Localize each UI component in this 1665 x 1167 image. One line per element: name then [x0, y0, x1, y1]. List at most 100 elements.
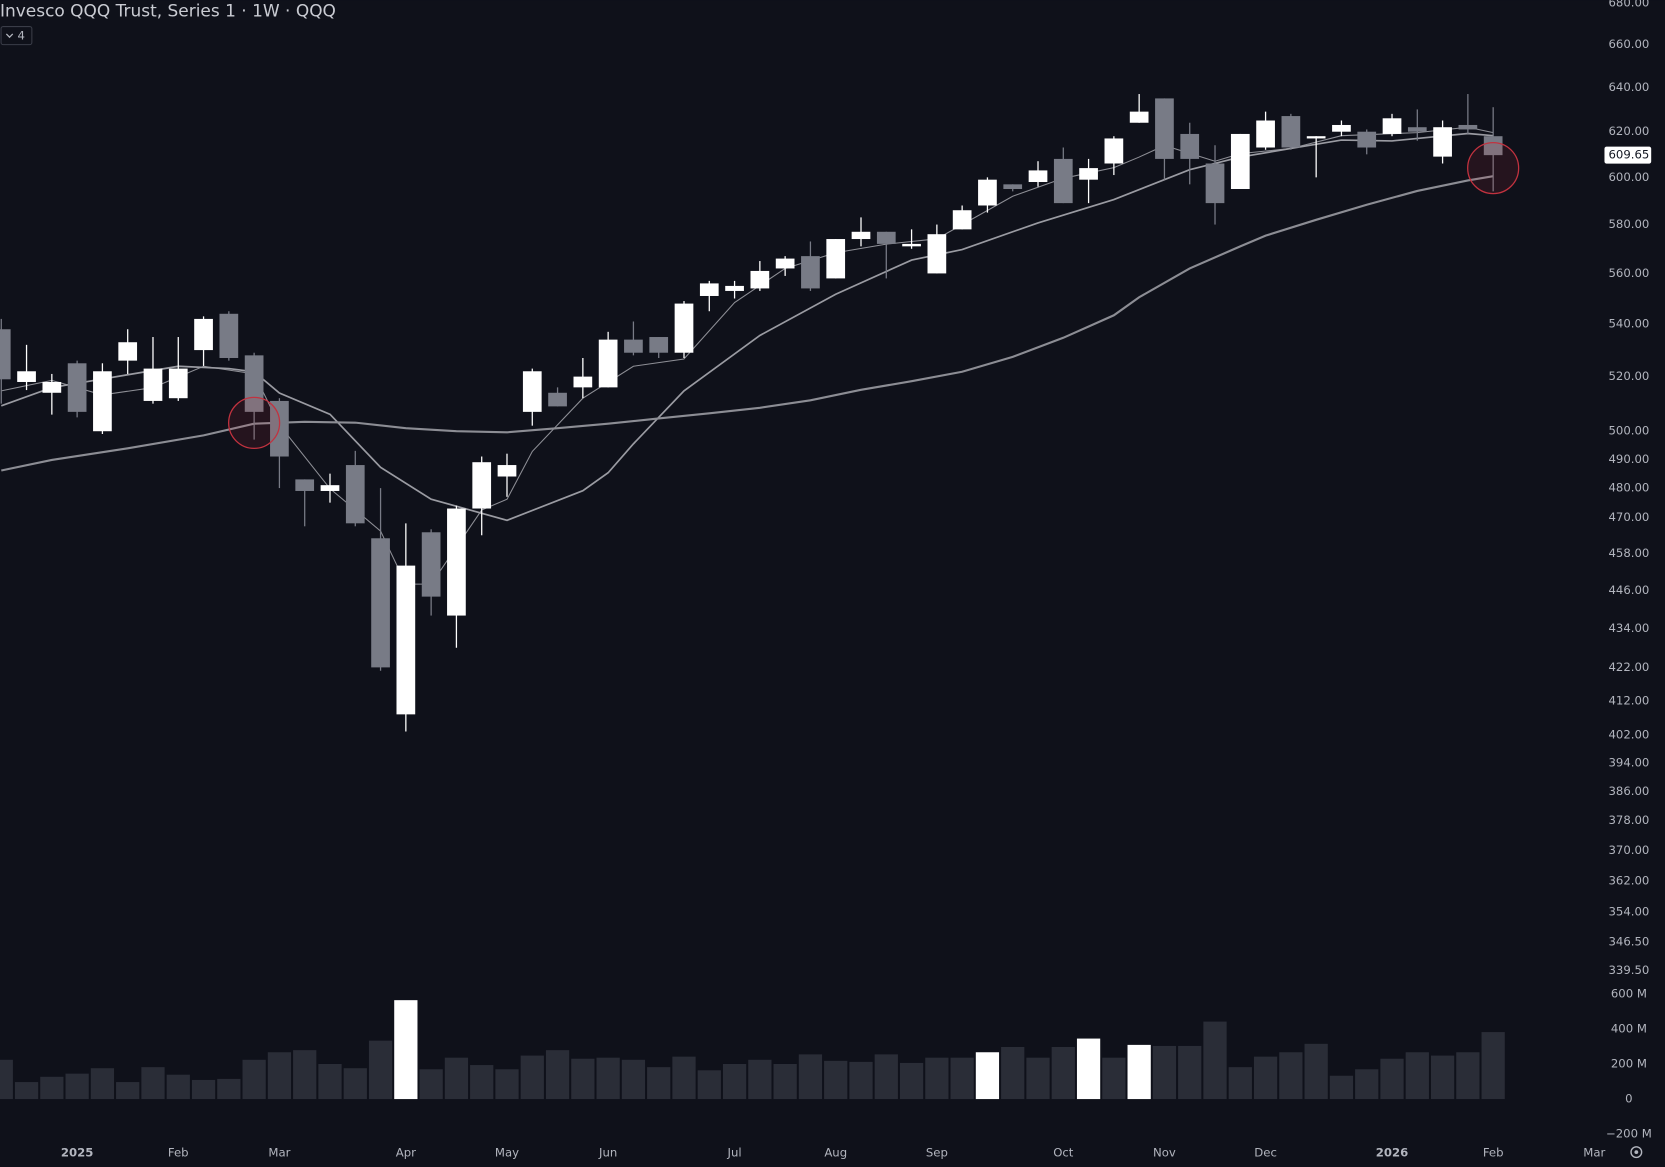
candle-body	[1028, 170, 1048, 183]
volume-bar	[1203, 1021, 1227, 1100]
volume-bar	[798, 1054, 823, 1100]
candle-body	[345, 465, 365, 524]
candle-body	[674, 303, 694, 353]
candle-body	[952, 210, 972, 230]
candle-body	[548, 392, 567, 407]
volume-bar	[1026, 1057, 1050, 1100]
candle-body	[447, 508, 466, 616]
candle-body	[1433, 127, 1452, 157]
y-tick-label: 412.00	[1608, 693, 1649, 707]
candle-body	[1129, 111, 1149, 123]
y-tick-label: 370.00	[1608, 843, 1649, 857]
y-tick-label: 500.00	[1608, 424, 1649, 438]
volume-bar	[419, 1069, 443, 1100]
settings-button[interactable]	[1630, 1146, 1643, 1159]
candle-body	[0, 329, 11, 380]
x-tick-label: Jul	[727, 1146, 742, 1160]
volume-bar	[950, 1057, 974, 1100]
volume-bar	[1279, 1052, 1303, 1100]
volume-bar	[1127, 1044, 1151, 1100]
y-tick-label: 394.00	[1608, 755, 1649, 769]
candle-body	[801, 256, 820, 289]
last-price-box	[1604, 146, 1652, 164]
volume-bar	[343, 1068, 367, 1100]
candle-body	[497, 465, 517, 477]
volume-bar	[697, 1070, 721, 1100]
candle-body	[725, 285, 744, 291]
volume-bar	[65, 1073, 89, 1100]
candle-body	[1079, 168, 1098, 180]
x-tick-label: 2025	[61, 1146, 94, 1160]
x-tick-label: May	[495, 1146, 519, 1160]
candle-body	[1104, 138, 1124, 164]
volume-tick-label: 0	[1625, 1092, 1632, 1106]
volume-bar	[1304, 1043, 1328, 1100]
volume-bar	[444, 1057, 469, 1100]
volume-bar	[1355, 1069, 1379, 1100]
candle-body	[143, 368, 163, 401]
volume-bar	[90, 1068, 115, 1100]
x-tick-label: 2026	[1376, 1146, 1408, 1160]
candle-body	[978, 179, 997, 206]
volume-bar	[1430, 1055, 1455, 1100]
volume-bar	[1178, 1045, 1202, 1100]
volume-tick-label: 400 M	[1611, 1021, 1647, 1035]
candle-body	[1281, 116, 1301, 148]
x-tick-label: Nov	[1153, 1146, 1176, 1160]
y-tick-label: 402.00	[1608, 727, 1649, 741]
x-tick-label: Mar	[1583, 1146, 1605, 1160]
chevron-icon[interactable]	[5, 33, 14, 39]
y-tick-label: 422.00	[1608, 660, 1649, 674]
volume-bar	[318, 1063, 342, 1100]
volume-bar	[1152, 1045, 1177, 1100]
volume-bar	[596, 1057, 620, 1100]
y-tick-label: 520.00	[1608, 369, 1649, 383]
candle-body	[598, 339, 618, 388]
settings-icon-dot[interactable]	[1634, 1150, 1639, 1155]
volume-bar	[242, 1059, 266, 1100]
volume-bar	[647, 1067, 671, 1100]
candle-body	[1382, 118, 1402, 134]
volume-bar	[141, 1067, 165, 1100]
y-tick-label: 362.00	[1608, 873, 1649, 887]
candle-body	[295, 479, 315, 491]
y-tick-label: 354.00	[1608, 905, 1649, 919]
chart-title: Invesco QQQ Trust, Series 1 · 1W · QQQ	[0, 2, 336, 22]
toggle-box[interactable]	[0, 26, 33, 46]
candle-body	[927, 234, 947, 274]
volume-tick-label: 200 M	[1611, 1056, 1647, 1070]
candle-body	[1357, 131, 1377, 148]
volume-bar	[874, 1054, 898, 1100]
highlight-marker	[228, 396, 281, 450]
volume-bar	[217, 1078, 241, 1100]
volume-bar	[824, 1060, 848, 1100]
volume-bar	[748, 1059, 772, 1100]
volume-bar	[1329, 1075, 1354, 1100]
candle-body	[649, 337, 669, 353]
volume-bar	[1228, 1067, 1252, 1100]
x-tick-label: Sep	[926, 1146, 948, 1160]
volume-bar	[368, 1040, 393, 1100]
candle-body	[902, 243, 921, 247]
y-tick-label: 470.00	[1608, 510, 1649, 524]
toggle-count[interactable]: 4	[18, 29, 25, 43]
candle-body	[1003, 184, 1023, 190]
moving-average-line	[0, 132, 1494, 522]
y-tick-label: 600.00	[1608, 170, 1649, 184]
candle-body	[42, 381, 62, 393]
volume-tick-label: −200 M	[1606, 1127, 1652, 1141]
candle-body	[876, 231, 896, 244]
y-tick-label: 580.00	[1608, 217, 1649, 231]
volume-bar	[14, 1082, 39, 1100]
moving-average-line	[1, 175, 1494, 472]
volume-bar	[40, 1076, 64, 1100]
y-tick-label: 560.00	[1608, 266, 1649, 280]
settings-icon[interactable]	[1630, 1146, 1643, 1159]
y-tick-label: 386.00	[1608, 784, 1649, 798]
candle-body	[1205, 163, 1225, 204]
indicator-toggle[interactable]: 4	[0, 26, 33, 46]
volume-bar	[520, 1055, 544, 1100]
volume-bar	[1405, 1052, 1429, 1100]
candle-body	[522, 371, 542, 412]
